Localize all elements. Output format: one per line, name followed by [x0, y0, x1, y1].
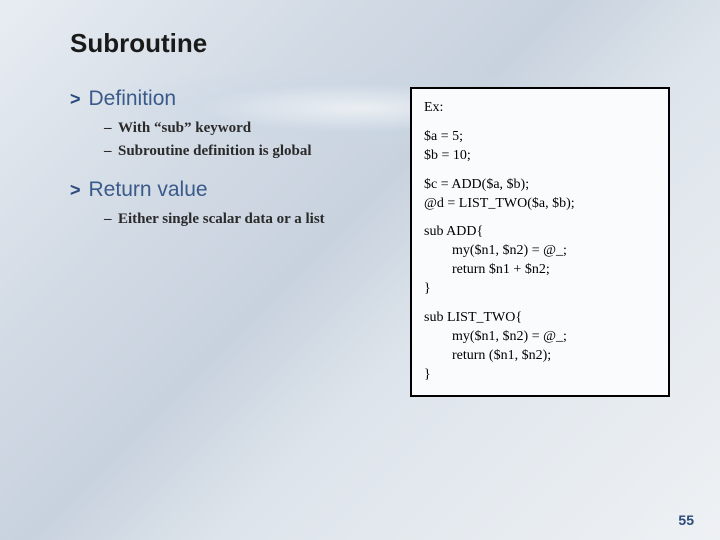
code-line: } [424, 280, 656, 299]
code-label: Ex: [424, 99, 656, 118]
section-definition: > Definition [70, 87, 390, 111]
list-item: Subroutine definition is global [104, 140, 390, 163]
code-line: $a = 5; [424, 128, 656, 147]
left-column: > Definition With “sub” keyword Subrouti… [70, 87, 390, 397]
slide-title: Subroutine [70, 28, 670, 59]
section-return-value: > Return value [70, 178, 390, 202]
code-line: $c = ADD($a, $b); [424, 176, 656, 195]
code-block: sub ADD{ my($n1, $n2) = @_; return $n1 +… [424, 223, 656, 299]
code-line: my($n1, $n2) = @_; [424, 328, 656, 347]
code-block: $a = 5; $b = 10; [424, 128, 656, 166]
code-block: $c = ADD($a, $b); @d = LIST_TWO($a, $b); [424, 176, 656, 214]
chevron-icon: > [70, 89, 81, 110]
section-heading: Definition [89, 87, 177, 111]
code-line: my($n1, $n2) = @_; [424, 242, 656, 261]
page-number: 55 [678, 512, 694, 528]
content-row: > Definition With “sub” keyword Subrouti… [70, 87, 670, 397]
code-line: } [424, 366, 656, 385]
code-line: sub LIST_TWO{ [424, 309, 656, 328]
code-line: @d = LIST_TWO($a, $b); [424, 195, 656, 214]
list-item: With “sub” keyword [104, 117, 390, 140]
code-line: return $n1 + $n2; [424, 261, 656, 280]
chevron-icon: > [70, 180, 81, 201]
list-item: Either single scalar data or a list [104, 208, 390, 231]
return-bullets: Either single scalar data or a list [70, 208, 390, 231]
code-example-box: Ex: $a = 5; $b = 10; $c = ADD($a, $b); @… [410, 87, 670, 397]
definition-bullets: With “sub” keyword Subroutine definition… [70, 117, 390, 162]
right-column: Ex: $a = 5; $b = 10; $c = ADD($a, $b); @… [410, 87, 670, 397]
code-line: sub ADD{ [424, 223, 656, 242]
slide: Subroutine > Definition With “sub” keywo… [0, 0, 720, 540]
code-block: sub LIST_TWO{ my($n1, $n2) = @_; return … [424, 309, 656, 385]
code-line: return ($n1, $n2); [424, 347, 656, 366]
section-heading: Return value [89, 178, 208, 202]
code-line: $b = 10; [424, 147, 656, 166]
